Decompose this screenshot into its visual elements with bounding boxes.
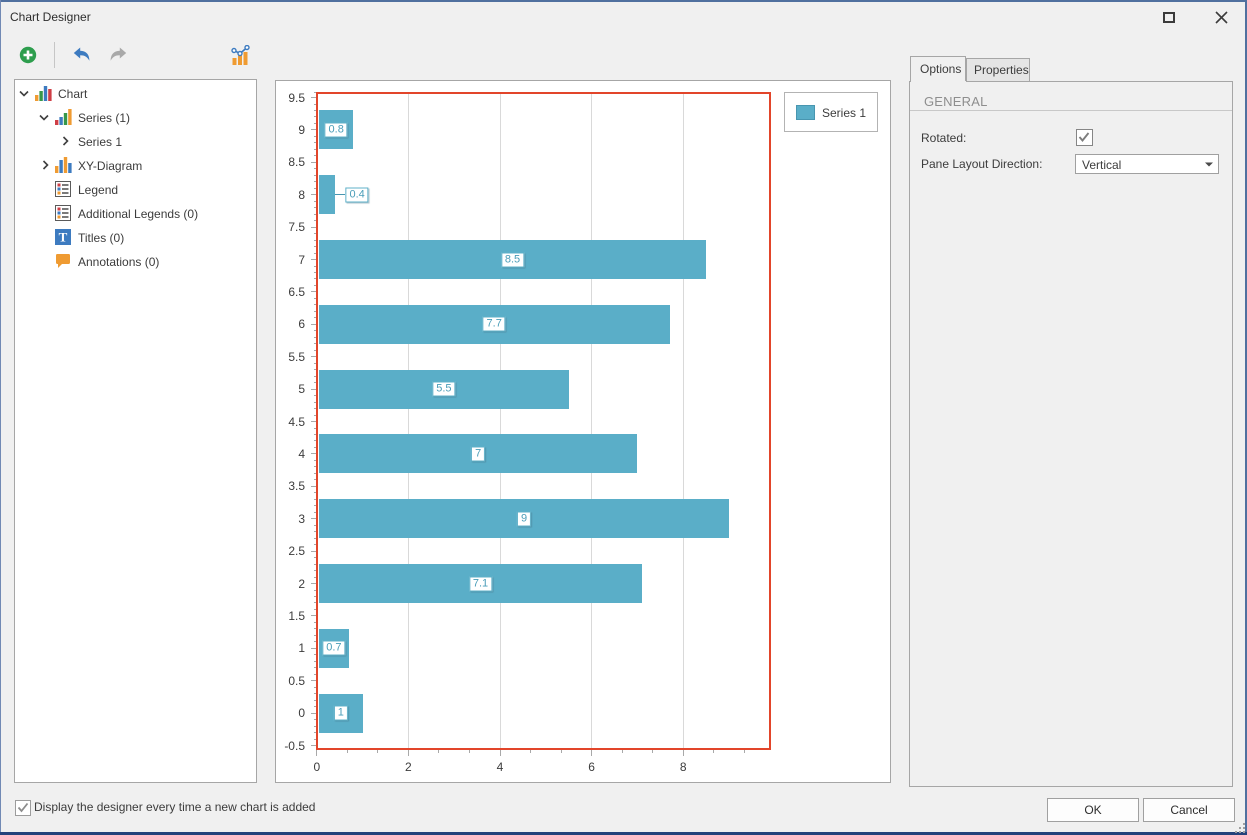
svg-text:T: T xyxy=(59,230,68,245)
